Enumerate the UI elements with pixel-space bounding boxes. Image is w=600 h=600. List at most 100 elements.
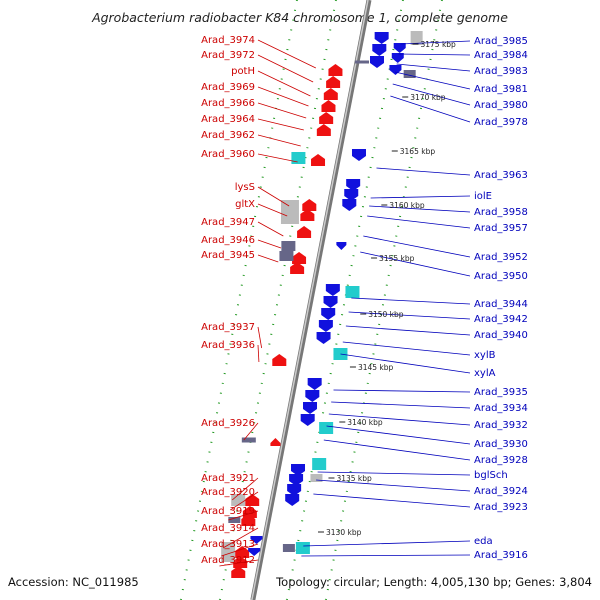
reverse-gene: [300, 414, 315, 426]
kbp-tick-label: 3140 kbp: [347, 418, 383, 427]
left-leader-line: [231, 477, 259, 501]
left-leader-line: [257, 86, 309, 107]
gene-label-left[interactable]: Arad_3960: [201, 149, 255, 160]
reverse-gene: [393, 43, 406, 53]
reverse-gene: [318, 320, 333, 332]
map-title: Agrobacterium radiobacter K84 chromosome…: [91, 10, 508, 25]
forward-gene: [270, 438, 281, 446]
kbp-tick-label: 3135 kbp: [336, 474, 372, 483]
right-leader-line: [326, 425, 471, 445]
gene-label-left[interactable]: Arad_3920: [201, 487, 255, 498]
other-gene: [228, 517, 241, 523]
gene-label-left[interactable]: gltX: [235, 199, 255, 210]
left-leader-line: [257, 326, 263, 349]
forward-gene: [297, 226, 312, 238]
gene-label-right[interactable]: bglSch: [474, 470, 508, 481]
gene-label-right[interactable]: Arad_3934: [474, 403, 528, 414]
gene-label-left[interactable]: Arad_3969: [201, 82, 255, 93]
gene-label-right[interactable]: Arad_3932: [474, 420, 528, 431]
other-gene: [403, 70, 416, 78]
gene-label-left[interactable]: Arad_3962: [201, 130, 255, 141]
forward-gene: [290, 262, 305, 274]
gene-label-right[interactable]: Arad_3924: [474, 486, 528, 497]
gene-label-left[interactable]: Arad_3921: [201, 473, 255, 484]
reverse-gene: [344, 189, 359, 201]
pseudo-gene: [310, 474, 323, 482]
kbp-tick-label: 3175 kbp: [420, 40, 456, 49]
gene-label-left[interactable]: Arad_3937: [201, 322, 255, 333]
gene-label-left[interactable]: Arad_3946: [201, 235, 255, 246]
gene-label-right[interactable]: Arad_3957: [474, 223, 528, 234]
gene-label-right[interactable]: Arad_3958: [474, 207, 528, 218]
reverse-gene: [372, 44, 387, 56]
reverse-gene: [323, 296, 338, 308]
right-leader-line: [323, 439, 471, 461]
gene-label-right[interactable]: Arad_3950: [474, 271, 528, 282]
kbp-tick-label: 3170 kbp: [410, 93, 446, 102]
reverse-gene: [325, 284, 340, 296]
reverse-gene: [250, 536, 263, 544]
left-leader-line: [257, 39, 317, 69]
gene-label-left[interactable]: Arad_3913: [201, 539, 255, 550]
gene-label-left[interactable]: Arad_3936: [201, 340, 255, 351]
rna-gene: [295, 542, 310, 554]
gene-label-right[interactable]: Arad_3916: [474, 550, 528, 561]
gene-label-right[interactable]: Arad_3940: [474, 330, 528, 341]
kbp-tick-label: 3165 kbp: [400, 147, 436, 156]
left-leader-line: [257, 70, 311, 97]
right-leader-line: [376, 167, 471, 176]
gene-label-left[interactable]: Arad_3912: [201, 555, 255, 566]
reverse-gene: [389, 65, 402, 75]
gene-label-left[interactable]: Arad_3926: [201, 418, 255, 429]
gene-label-right[interactable]: Arad_3980: [474, 100, 528, 111]
gene-label-left[interactable]: potH: [231, 66, 255, 77]
gene-label-right[interactable]: Arad_3944: [474, 299, 528, 310]
right-leader-line: [348, 311, 471, 320]
gene-label-right[interactable]: Arad_3981: [474, 84, 528, 95]
left-leader-line: [257, 254, 279, 263]
gene-label-right[interactable]: Arad_3983: [474, 66, 528, 77]
gene-label-right[interactable]: iolE: [474, 191, 492, 202]
forward-gene: [321, 100, 336, 112]
pseudo-gene: [410, 31, 423, 45]
gene-label-left[interactable]: Arad_3945: [201, 250, 255, 261]
gene-label-right[interactable]: Arad_3930: [474, 439, 528, 450]
gene-label-left[interactable]: lysS: [235, 182, 255, 193]
gene-label-right[interactable]: Arad_3978: [474, 117, 528, 128]
gene-label-right[interactable]: Arad_3952: [474, 252, 528, 263]
forward-gene: [233, 556, 248, 568]
gene-label-right[interactable]: Arad_3942: [474, 314, 528, 325]
gene-label-right[interactable]: xylB: [474, 350, 496, 361]
gene-label-left[interactable]: Arad_3964: [201, 114, 255, 125]
right-leader-line: [333, 389, 471, 393]
gene-label-right[interactable]: Arad_3923: [474, 502, 528, 513]
gene-label-right[interactable]: xylA: [474, 368, 496, 379]
right-leader-line: [363, 235, 471, 258]
reverse-gene: [342, 199, 357, 211]
left-gene-labels[interactable]: Arad_3974 Arad_3972 potH Arad_3969 Arad_3966…: [201, 35, 255, 566]
gene-label-left[interactable]: Arad_3919: [201, 506, 255, 517]
right-gene-labels[interactable]: Arad_3985 Arad_3984 Arad_3983 Arad_3981 Arad…: [474, 36, 528, 561]
gene-label-right[interactable]: eda: [474, 536, 493, 547]
gene-label-left[interactable]: Arad_3947: [201, 217, 255, 228]
gene-label-right[interactable]: Arad_3963: [474, 170, 528, 181]
left-leader-line: [257, 102, 307, 119]
forward-gene: [272, 354, 287, 366]
forward-gene: [241, 514, 256, 526]
gene-label-right[interactable]: Arad_3985: [474, 36, 528, 47]
gene-label-right[interactable]: Arad_3984: [474, 50, 528, 61]
right-leader-line: [331, 401, 471, 409]
gene-label-left[interactable]: Arad_3974: [201, 35, 255, 46]
forward-gene: [300, 209, 315, 221]
gene-label-right[interactable]: Arad_3935: [474, 387, 528, 398]
reverse-gene: [351, 149, 366, 161]
right-leader-line: [360, 251, 471, 277]
right-leader-line: [400, 40, 471, 45]
gene-label-left[interactable]: Arad_3972: [201, 50, 255, 61]
gene-label-left[interactable]: Arad_3966: [201, 98, 255, 109]
gene-features: [221, 31, 423, 578]
gene-label-right[interactable]: Arad_3928: [474, 455, 528, 466]
reverse-gene: [248, 548, 261, 556]
gene-label-left[interactable]: Arad_3914: [201, 523, 255, 534]
